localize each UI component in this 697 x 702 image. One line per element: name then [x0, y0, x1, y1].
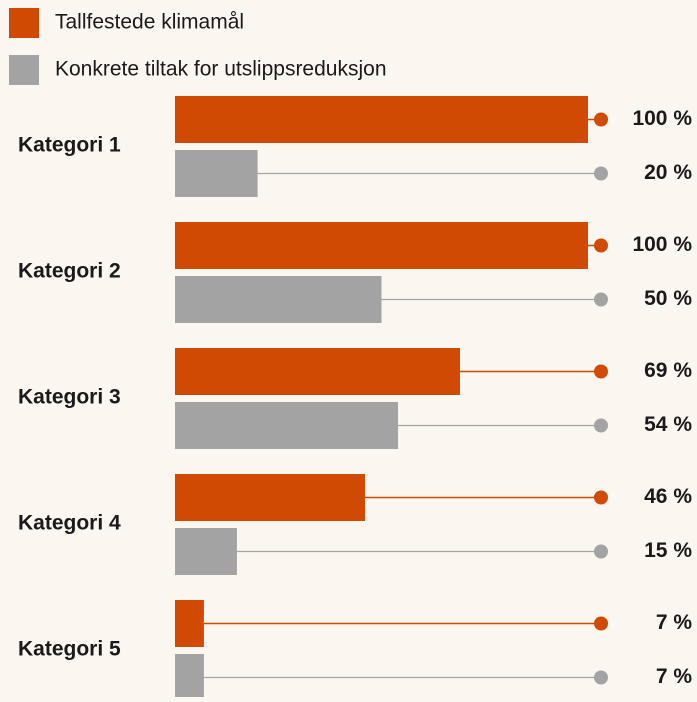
category-label: Kategori 1: [18, 134, 121, 157]
legend-label: Tallfestede klimamål: [55, 11, 244, 34]
value-label: 15 %: [644, 539, 692, 562]
bar: [175, 528, 237, 575]
value-label: 20 %: [644, 161, 692, 184]
end-dot: [594, 364, 608, 379]
category-label: Kategori 3: [18, 386, 121, 409]
end-dot: [594, 112, 608, 127]
end-dot: [594, 166, 608, 181]
legend-label: Konkrete tiltak for utslippsreduksjon: [55, 58, 387, 81]
value-label: 46 %: [644, 485, 692, 508]
value-label: 54 %: [644, 413, 692, 436]
end-dot: [594, 490, 608, 505]
bar: [175, 150, 258, 197]
end-dot: [594, 544, 608, 559]
end-dot: [594, 418, 608, 433]
value-label: 7 %: [656, 611, 693, 634]
category-label: Kategori 4: [18, 512, 121, 535]
bar: [175, 96, 588, 143]
value-label: 100 %: [632, 233, 692, 256]
category-label: Kategori 5: [18, 638, 121, 661]
end-dot: [594, 616, 608, 631]
value-label: 69 %: [644, 359, 692, 382]
bar: [175, 600, 204, 647]
category-label: Kategori 2: [18, 260, 121, 283]
value-label: 7 %: [656, 665, 693, 688]
bar: [175, 222, 588, 269]
end-dot: [594, 238, 608, 253]
bar: [175, 654, 204, 701]
bar: [175, 474, 365, 521]
value-label: 50 %: [644, 287, 692, 310]
end-dot: [594, 670, 608, 685]
bar: [175, 276, 382, 323]
legend-swatch: [9, 55, 39, 85]
end-dot: [594, 292, 608, 307]
bar: [175, 402, 399, 449]
legend-swatch: [9, 8, 39, 38]
bar: [175, 348, 460, 395]
value-label: 100 %: [632, 107, 692, 130]
